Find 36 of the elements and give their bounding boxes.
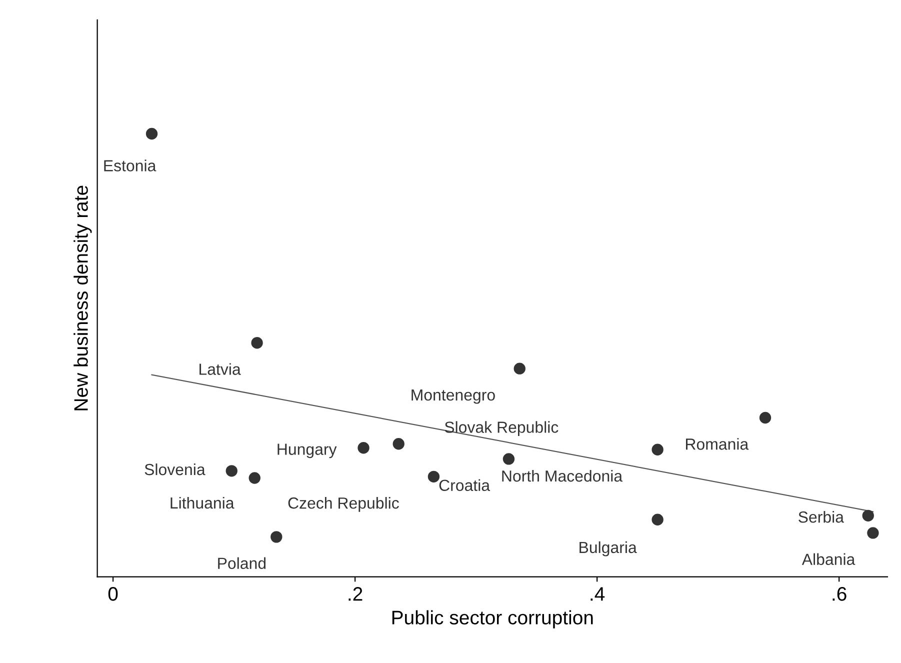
annotation: Romania (686, 438, 749, 450)
annotation: Croatia (439, 479, 490, 492)
point (652, 514, 664, 526)
x-tick-label: .6 (832, 587, 846, 601)
point (358, 442, 370, 454)
point (270, 531, 282, 543)
annotation: Hungary (278, 444, 337, 458)
point (392, 438, 404, 450)
point (251, 337, 263, 349)
x-tick-label: .4 (590, 587, 605, 601)
annotation: Poland (218, 557, 266, 569)
annotation: Latvia (200, 363, 241, 375)
x-axis-title: Public sector corruption (392, 610, 593, 628)
point (652, 444, 664, 456)
annotation: Bulgaria (580, 541, 637, 556)
annotation: Czech Republic (288, 497, 399, 512)
annotation: Estonia (104, 160, 156, 172)
point (867, 527, 879, 539)
x-tick-label: 0 (108, 587, 118, 601)
x-tick-label: .2 (348, 587, 362, 601)
annotation: Slovak Republic (444, 421, 558, 436)
annotation: North Macedonia (502, 470, 623, 482)
point (226, 465, 238, 477)
annotation: Serbia (798, 511, 844, 523)
y-axis-title: New business density rate (74, 186, 92, 410)
point (248, 472, 260, 484)
point (428, 470, 440, 483)
annotation: Slovenia (144, 463, 206, 476)
annotation: Montenegro (412, 389, 495, 404)
point (862, 510, 874, 522)
annotation: Lithuania (170, 496, 234, 509)
point (514, 362, 526, 374)
point (759, 412, 772, 424)
point (146, 128, 158, 140)
annotation: Albania (802, 553, 856, 566)
point (502, 453, 515, 465)
